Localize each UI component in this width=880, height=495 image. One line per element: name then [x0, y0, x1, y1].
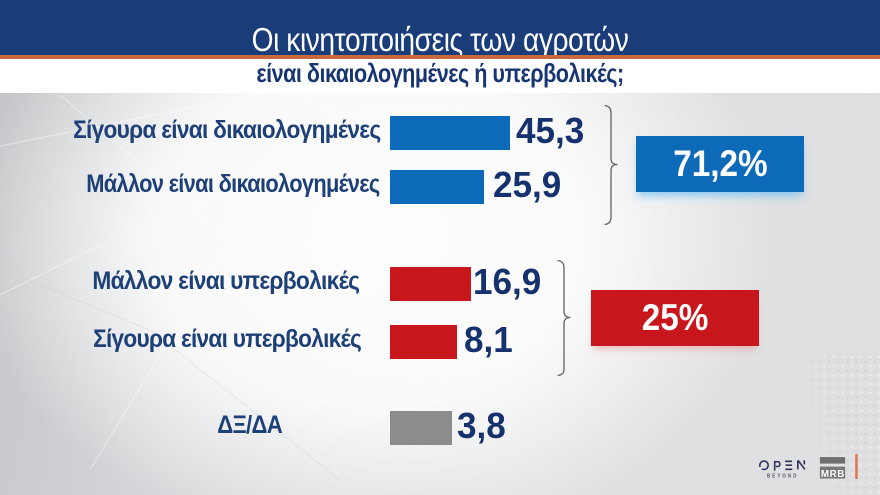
svg-text:MRB: MRB: [821, 469, 844, 480]
svg-text:BEYOND: BEYOND: [767, 473, 799, 479]
